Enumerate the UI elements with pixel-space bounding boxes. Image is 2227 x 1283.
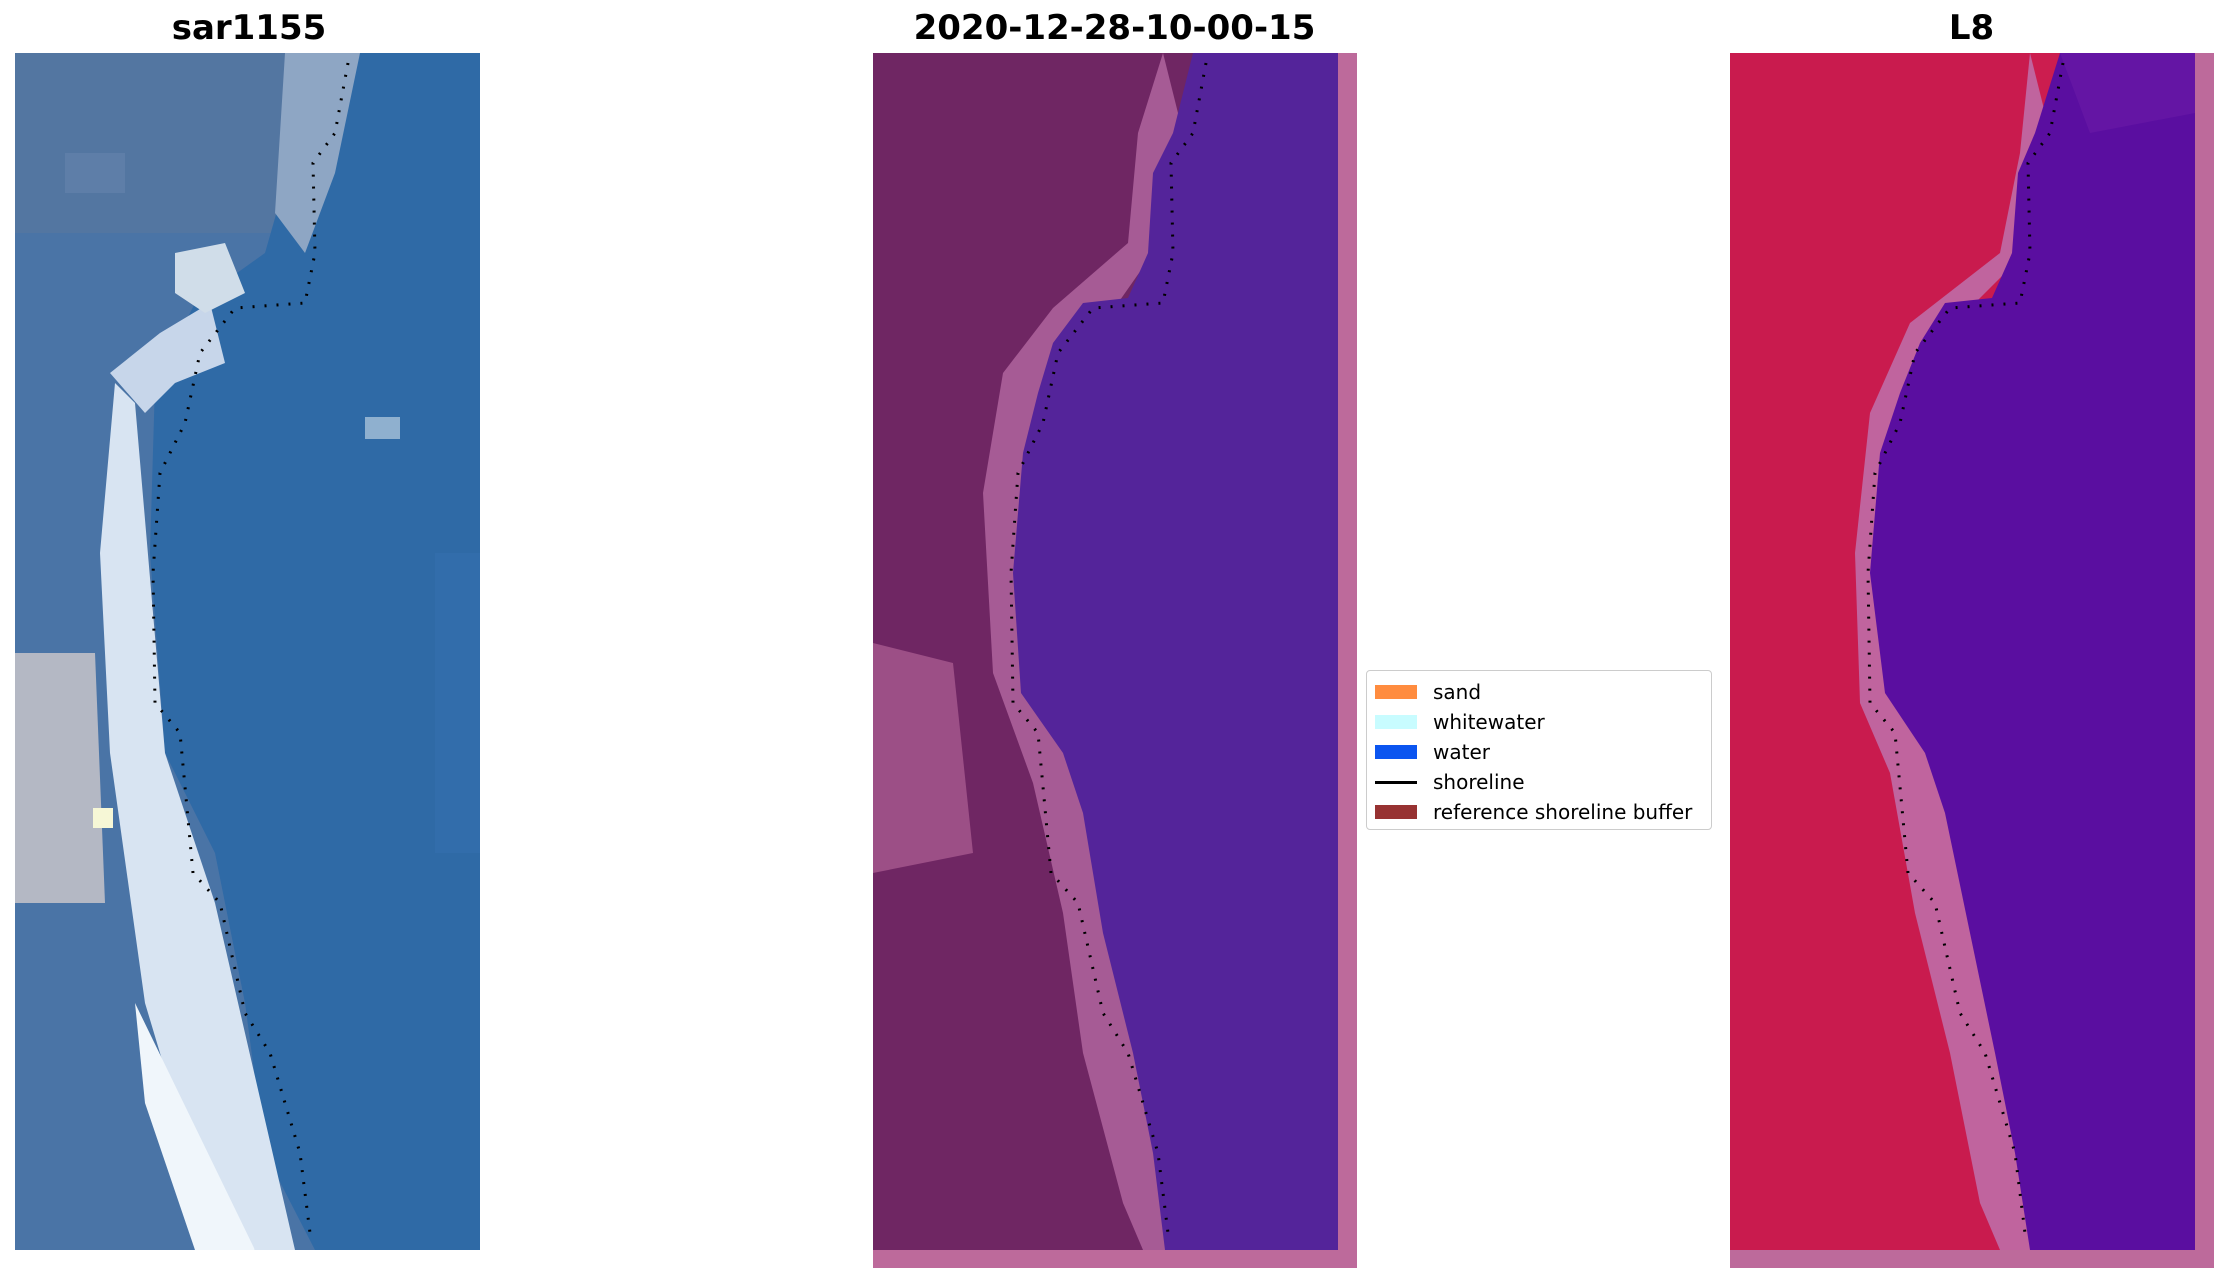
legend-label: reference shoreline buffer bbox=[1433, 800, 1693, 824]
panel-title-classified: 2020-12-28-10-00-15 bbox=[913, 8, 1316, 48]
legend-label: shoreline bbox=[1433, 770, 1525, 794]
legend-item-water: water bbox=[1375, 737, 1703, 767]
legend-item-whitewater: whitewater bbox=[1375, 707, 1703, 737]
legend-item-reference-buffer: reference shoreline buffer bbox=[1375, 797, 1703, 827]
legend-label: sand bbox=[1433, 680, 1482, 704]
whitewater-swatch bbox=[1375, 715, 1417, 729]
legend: sand whitewater water shoreline referenc… bbox=[1366, 670, 1712, 830]
classified-image-panel bbox=[873, 53, 1357, 1268]
classified-image bbox=[873, 53, 1357, 1268]
index-image bbox=[1730, 53, 2214, 1268]
shoreline-line-sample bbox=[1375, 780, 1417, 784]
panel-title-mndwi: L8 bbox=[1948, 8, 1995, 48]
water-swatch bbox=[1375, 745, 1417, 759]
panel-title-rgb: sar1155 bbox=[171, 8, 327, 48]
reference-buffer-swatch bbox=[1375, 805, 1417, 819]
rgb-image bbox=[15, 53, 480, 1250]
legend-label: whitewater bbox=[1433, 710, 1545, 734]
rgb-image-panel bbox=[15, 53, 480, 1250]
legend-item-shoreline: shoreline bbox=[1375, 767, 1703, 797]
legend-item-sand: sand bbox=[1375, 677, 1703, 707]
sand-swatch bbox=[1375, 685, 1417, 699]
index-image-panel bbox=[1730, 53, 2214, 1268]
legend-label: water bbox=[1433, 740, 1490, 764]
